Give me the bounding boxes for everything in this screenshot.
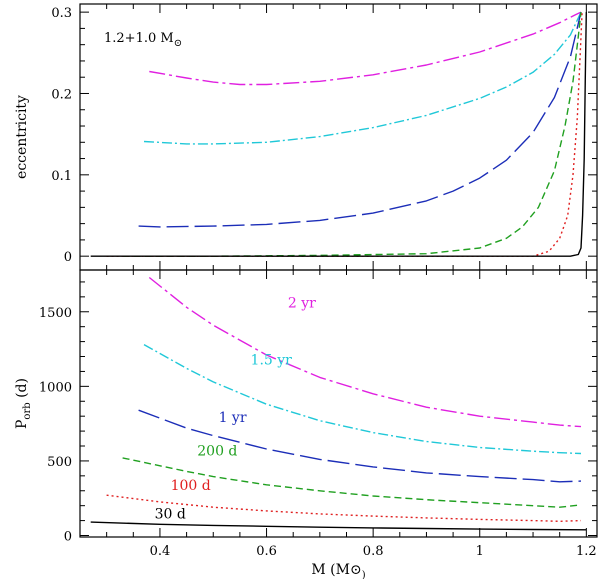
series-line-30-d (90, 12, 587, 257)
series-annotation: 2 yr (288, 295, 316, 311)
series-annotation: 200 d (197, 444, 237, 460)
mass-annotation-text: 1.2+1.0 M (104, 31, 174, 46)
series-annotation: 1.5 yr (251, 353, 293, 369)
y-tick-label: 0 (64, 530, 72, 545)
y-tick-label: 500 (47, 455, 72, 470)
x-tick-label: 0.4 (150, 544, 171, 559)
x-tick-label: 0.8 (363, 544, 384, 559)
series-annotation: 1 yr (219, 410, 247, 426)
series-line-30-d (90, 521, 587, 531)
y-tick-label: 0.3 (51, 6, 72, 21)
series-line-2-yr (148, 276, 582, 428)
x-tick-label: 1 (476, 544, 484, 559)
solar-symbol: ⊙ (174, 38, 182, 49)
series-line-1-yr (138, 409, 582, 483)
plot-frame (79, 269, 598, 538)
series-line-200-d (122, 457, 582, 508)
y-axis-label: Porb (d) (14, 378, 33, 429)
y-axis-label: eccentricity (14, 95, 30, 179)
y-tick-label: 0.1 (51, 169, 72, 184)
series-annotation: 30 d (155, 506, 186, 522)
y-tick-label: 0.2 (51, 87, 72, 102)
y-tick-label: 0 (64, 250, 72, 265)
series-annotation: 100 d (171, 478, 211, 494)
series-line-2-yr (149, 11, 582, 86)
x-tick-label: 0.6 (256, 544, 277, 559)
x-tick-label: 1.2 (576, 544, 597, 559)
mass-annotation: 1.2+1.0 M⊙ (104, 31, 182, 49)
y-tick-label: 1000 (39, 380, 72, 395)
y-tick-label: 1500 (39, 306, 72, 321)
series-line-1-yr (138, 11, 582, 228)
series-line-1-5-yr (143, 11, 582, 145)
x-axis-label: M (M⊙) (311, 562, 365, 579)
series-line-200-d (122, 12, 582, 257)
period-panel: 0.4 0.6 0.8 1 1.2 0 500 1000 1500 Porb (d) M (M⊙) 2… (14, 269, 598, 579)
series-line-100-d (106, 494, 582, 522)
eccentricity-panel: 0 0.1 0.2 0.3 eccentricity (14, 3, 598, 271)
series-line-1-5-yr (143, 343, 582, 455)
